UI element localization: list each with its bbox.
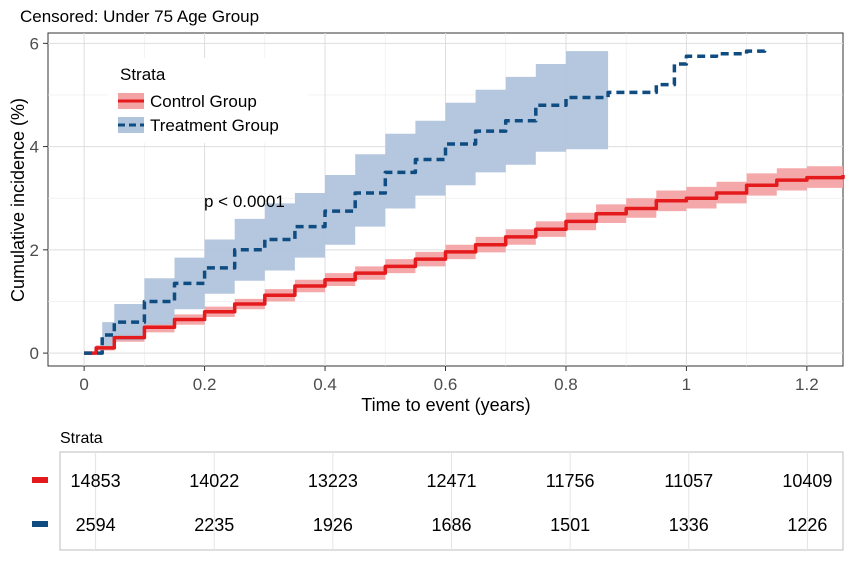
treatment-confidence-band bbox=[84, 45, 609, 354]
x-tick-label: 0.6 bbox=[434, 375, 458, 394]
risk-table-cells: 14853 14022 13223 12471 11756 11057 10409 2594 2… bbox=[71, 471, 833, 535]
y-tick-label: 6 bbox=[30, 34, 39, 53]
risk-table-keys bbox=[32, 477, 48, 527]
legend: Strata Control Group Treatment Group bbox=[108, 58, 308, 143]
x-axis-label: Time to event (years) bbox=[361, 395, 530, 415]
risk-table-cell: 1336 bbox=[669, 515, 709, 535]
control-confidence-band bbox=[84, 164, 844, 354]
control-group-key bbox=[32, 477, 48, 483]
y-tick-label: 2 bbox=[30, 241, 39, 260]
legend-title: Strata bbox=[120, 65, 166, 84]
risk-table-title: Strata bbox=[60, 430, 103, 447]
risk-table-cell: 11057 bbox=[664, 471, 713, 491]
control-group-line bbox=[84, 175, 845, 355]
risk-table-cell: 14853 bbox=[71, 471, 121, 491]
legend-label-treatment: Treatment Group bbox=[150, 116, 279, 135]
x-tick-label: 0.4 bbox=[313, 375, 337, 394]
risk-table-cell: 14022 bbox=[189, 471, 239, 491]
x-tick-label: 1 bbox=[682, 375, 691, 394]
risk-table-cell: 12471 bbox=[426, 471, 476, 491]
treatment-group-line bbox=[84, 45, 767, 355]
y-axis-ticks: 0 2 4 6 bbox=[30, 34, 48, 363]
risk-table-grid bbox=[95, 452, 808, 550]
risk-table-cell: 11756 bbox=[546, 471, 595, 491]
risk-table-cell: 10409 bbox=[782, 471, 832, 491]
risk-table-cell: 1226 bbox=[787, 515, 827, 535]
series-lines bbox=[84, 45, 845, 355]
risk-table-cell: 1501 bbox=[550, 515, 590, 535]
confidence-bands bbox=[84, 45, 844, 354]
risk-table-cell: 13223 bbox=[308, 471, 358, 491]
x-axis-ticks: 0 0.2 0.4 0.6 0.8 1 1.2 bbox=[79, 366, 819, 394]
y-axis-label: Cumulative incidence (%) bbox=[8, 98, 28, 302]
chart-title: Censored: Under 75 Age Group bbox=[20, 7, 259, 26]
p-value-annotation: p < 0.0001 bbox=[204, 192, 285, 211]
y-tick-label: 0 bbox=[30, 344, 39, 363]
risk-table-cell: 2594 bbox=[76, 515, 116, 535]
risk-table-cell: 2235 bbox=[194, 515, 234, 535]
x-tick-label: 0.2 bbox=[193, 375, 217, 394]
x-tick-label: 1.2 bbox=[795, 375, 819, 394]
x-tick-label: 0 bbox=[79, 375, 88, 394]
treatment-group-key bbox=[32, 521, 48, 527]
y-tick-label: 4 bbox=[30, 138, 39, 157]
risk-table-cell: 1926 bbox=[313, 515, 353, 535]
risk-table-cell: 1686 bbox=[431, 515, 471, 535]
x-tick-label: 0.8 bbox=[554, 375, 578, 394]
legend-label-control: Control Group bbox=[150, 92, 257, 111]
